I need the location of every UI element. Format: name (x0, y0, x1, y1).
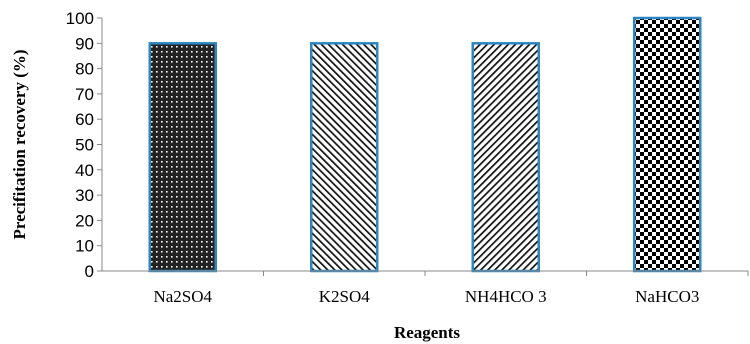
bar-nahco3 (633, 16, 702, 273)
y-tick-label: 50 (75, 136, 94, 155)
x-tick-label: Na2SO4 (153, 287, 212, 306)
bar-k2so4 (310, 42, 379, 273)
y-tick-label: 0 (85, 262, 94, 281)
y-tick-label: 30 (75, 186, 94, 205)
y-tick-label: 10 (75, 237, 94, 256)
x-tick-label: K2SO4 (319, 287, 371, 306)
x-axis-ticks: Na2SO4 K2SO4 NH4HCO 3 NaHCO3 (153, 271, 749, 306)
y-tick-label: 80 (75, 60, 94, 79)
x-tick-label: NH4HCO 3 (465, 287, 547, 306)
y-tick-label: 20 (75, 211, 94, 230)
y-tick-label: 90 (75, 34, 94, 53)
bar-na2so4 (148, 42, 217, 273)
y-tick-label: 60 (75, 110, 94, 129)
bars (148, 16, 702, 273)
y-tick-label: 40 (75, 161, 94, 180)
y-tick-label: 100 (66, 9, 94, 28)
y-axis-title: Precifitation recovery (%) (10, 49, 29, 239)
y-axis-ticks: 0 10 20 30 40 50 60 70 80 90 100 (66, 9, 102, 281)
x-tick-label: NaHCO3 (635, 287, 699, 306)
x-axis-title: Reagents (394, 323, 460, 342)
y-tick-label: 70 (75, 85, 94, 104)
bar-nh4hco3 (471, 42, 540, 273)
